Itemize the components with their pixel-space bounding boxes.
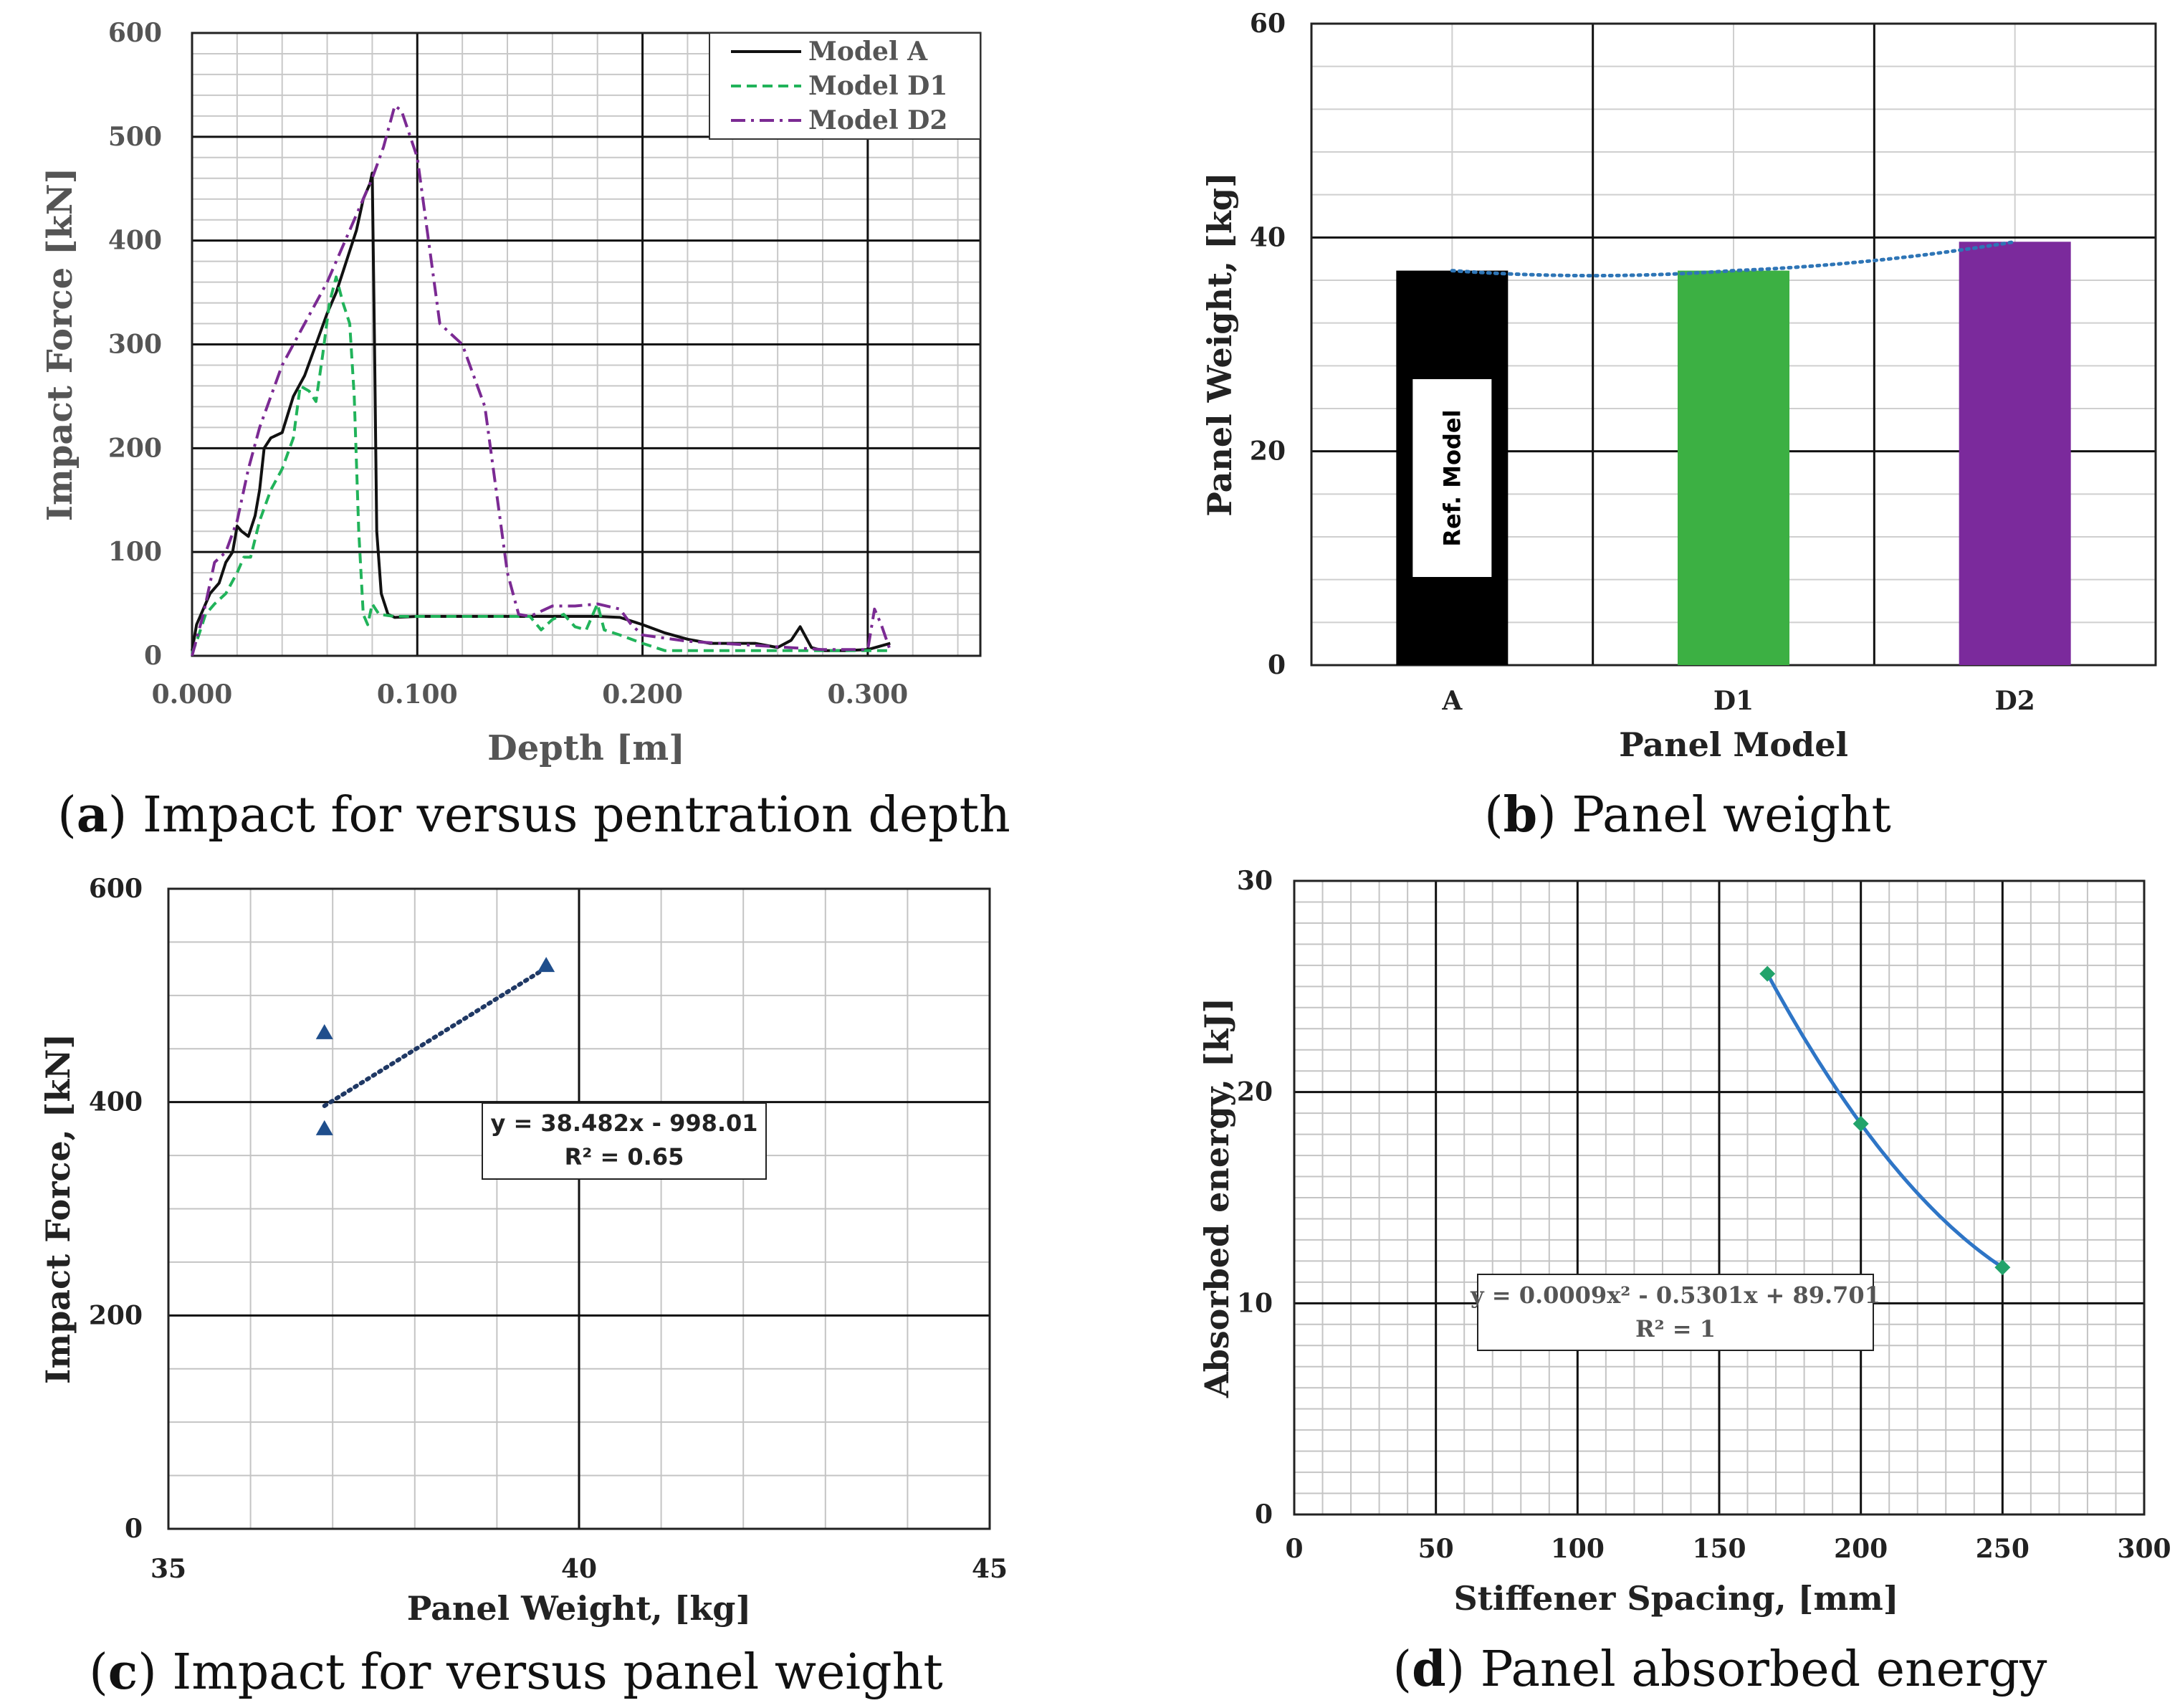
plot-frame bbox=[167, 887, 991, 1530]
caption-letter: d bbox=[1412, 1641, 1446, 1698]
y-tick-label: 0 bbox=[144, 641, 162, 671]
caption-letter: a bbox=[77, 786, 108, 844]
panel-a-impact-vs-depth: 0.000 0.100 0.200 0.300 0 100 200 300 400 500 600 D… bbox=[40, 18, 1010, 844]
y-tick-label: 0 bbox=[125, 1514, 143, 1544]
y-axis-label: Impact Force [kN] bbox=[40, 168, 80, 522]
x-tick-label: D1 bbox=[1713, 686, 1754, 716]
x-axis-label: Depth [m] bbox=[487, 728, 685, 768]
trendline bbox=[322, 965, 549, 1108]
y-axis-label: Absorbed energy, [kJ] bbox=[1197, 998, 1236, 1398]
y-tick-label: 10 bbox=[1237, 1288, 1273, 1318]
x-tick-label: 300 bbox=[2117, 1534, 2171, 1564]
y-tick-label: 30 bbox=[1237, 866, 1273, 896]
caption-text: Panel absorbed energy bbox=[1481, 1641, 2047, 1698]
y-tick-label: 40 bbox=[1250, 222, 1286, 252]
caption: (a) Impact for versus pentration depth bbox=[57, 786, 1010, 844]
x-tick-label: 100 bbox=[1551, 1534, 1605, 1564]
data-point-triangle bbox=[537, 957, 555, 973]
trendline-curve bbox=[1766, 973, 2004, 1269]
caption-text: Impact for versus pentration depth bbox=[143, 787, 1010, 844]
legend-label: Model D1 bbox=[808, 71, 947, 101]
x-axis-label: Panel Model bbox=[1619, 725, 1848, 764]
y-tick-label: 600 bbox=[89, 874, 143, 904]
y-tick-label: 400 bbox=[108, 226, 162, 256]
legend: Model A Model D1 Model D2 bbox=[709, 32, 981, 140]
data-point-triangle bbox=[315, 1024, 333, 1039]
caption: (b) Panel weight bbox=[1484, 786, 1891, 844]
panel-d-absorbed-energy: y = 0.0009x² - 0.5301x + 89.701 R² = 1 0 50… bbox=[1197, 866, 2171, 1698]
panel-c-impact-vs-weight: y = 38.482x - 998.01 R² = 0.65 35 40 45 0 200 4… bbox=[39, 874, 1008, 1701]
plot-frame bbox=[1293, 879, 2146, 1516]
x-axis-label: Panel Weight, [kg] bbox=[407, 1589, 751, 1628]
x-tick-label: 0.000 bbox=[152, 679, 233, 710]
data-point-diamond bbox=[1852, 1115, 1869, 1132]
x-tick-label: 150 bbox=[1692, 1534, 1746, 1564]
x-tick-label: 45 bbox=[972, 1554, 1008, 1584]
x-tick-label: 200 bbox=[1834, 1534, 1888, 1564]
trendline-equation: y = 0.0009x² - 0.5301x + 89.701 bbox=[1470, 1282, 1880, 1309]
series-line-model-d2 bbox=[191, 104, 892, 657]
data-point-diamond bbox=[1994, 1259, 2011, 1276]
y-tick-label: 0 bbox=[1255, 1499, 1273, 1530]
legend-label: Model A bbox=[808, 37, 928, 67]
x-axis-label: Stiffener Spacing, [mm] bbox=[1453, 1579, 1898, 1618]
plot-frame bbox=[191, 32, 982, 657]
legend-label: Model D2 bbox=[808, 105, 947, 135]
caption-letter: c bbox=[108, 1643, 138, 1701]
y-tick-label: 60 bbox=[1250, 9, 1286, 39]
y-tick-label: 200 bbox=[108, 433, 162, 463]
x-tick-label: 0.300 bbox=[827, 679, 908, 710]
caption-text: Impact for versus panel weight bbox=[172, 1644, 942, 1701]
x-tick-label: 0.100 bbox=[377, 679, 458, 710]
caption-letter: b bbox=[1503, 786, 1538, 844]
caption: (d) Panel absorbed energy bbox=[1393, 1641, 2048, 1698]
y-tick-label: 500 bbox=[108, 122, 162, 152]
r-squared: R² = 1 bbox=[1635, 1315, 1716, 1342]
caption-text: Panel weight bbox=[1572, 787, 1891, 844]
trendline bbox=[1450, 239, 2017, 278]
y-tick-label: 200 bbox=[89, 1300, 143, 1330]
trendline-equation: y = 38.482x - 998.01 bbox=[490, 1110, 757, 1137]
equation-box bbox=[1477, 1274, 1874, 1351]
bar-d1 bbox=[1678, 270, 1789, 665]
y-tick-label: 20 bbox=[1250, 436, 1286, 467]
y-tick-label: 300 bbox=[108, 330, 162, 360]
x-tick-label: 35 bbox=[150, 1554, 186, 1584]
panel-b-panel-weight: Ref. Model A D1 D2 0 20 40 60 Panel Model Panel W… bbox=[1200, 9, 2157, 844]
y-tick-label: 600 bbox=[108, 18, 162, 48]
x-tick-label: 250 bbox=[1976, 1534, 2030, 1564]
y-axis-label: Panel Weight, [kg] bbox=[1200, 172, 1239, 516]
data-point-diamond bbox=[1759, 965, 1776, 982]
equation-box bbox=[482, 1102, 767, 1180]
data-point-triangle bbox=[315, 1120, 333, 1135]
y-tick-label: 0 bbox=[1268, 650, 1286, 680]
y-tick-label: 400 bbox=[89, 1087, 143, 1117]
x-tick-label: 40 bbox=[561, 1554, 597, 1584]
x-tick-label: D2 bbox=[1995, 686, 2035, 716]
x-tick-label: 50 bbox=[1418, 1534, 1454, 1564]
ref-model-annotation: Ref. Model bbox=[1438, 409, 1466, 546]
y-tick-label: 100 bbox=[108, 537, 162, 567]
y-tick-label: 20 bbox=[1237, 1077, 1273, 1107]
caption: (c) Impact for versus panel weight bbox=[89, 1643, 942, 1701]
annotation-box bbox=[1411, 378, 1493, 578]
x-tick-label: 0.200 bbox=[602, 679, 683, 710]
x-tick-label: 0 bbox=[1285, 1534, 1303, 1564]
x-tick-label: A bbox=[1441, 686, 1463, 716]
y-axis-label: Impact Force, [kN] bbox=[39, 1034, 77, 1384]
r-squared: R² = 0.65 bbox=[565, 1143, 684, 1170]
series-line-model-d1 bbox=[191, 275, 891, 654]
bar-d2 bbox=[1959, 242, 2071, 665]
